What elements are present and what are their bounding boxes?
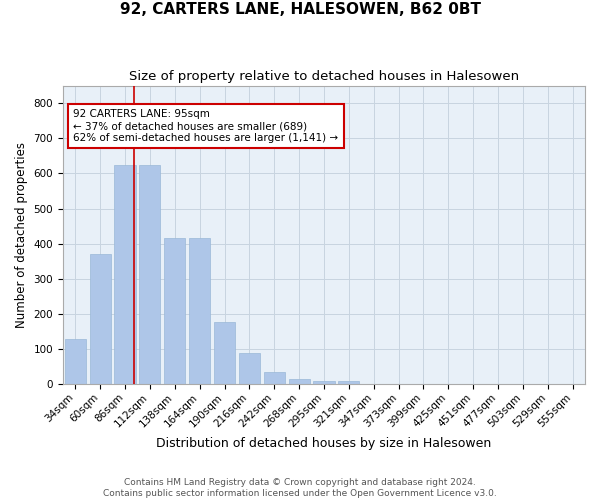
Text: 92 CARTERS LANE: 95sqm
← 37% of detached houses are smaller (689)
62% of semi-de: 92 CARTERS LANE: 95sqm ← 37% of detached… [73, 110, 338, 142]
Bar [263, 372, 285, 384]
Y-axis label: Number of detached properties: Number of detached properties [15, 142, 28, 328]
Bar [89, 254, 111, 384]
Title: Size of property relative to detached houses in Halesowen: Size of property relative to detached ho… [129, 70, 519, 83]
Bar [139, 166, 160, 384]
Bar [164, 238, 185, 384]
Bar [214, 322, 235, 384]
Bar [289, 379, 310, 384]
Bar [189, 238, 210, 384]
Text: Contains HM Land Registry data © Crown copyright and database right 2024.
Contai: Contains HM Land Registry data © Crown c… [103, 478, 497, 498]
Text: 92, CARTERS LANE, HALESOWEN, B62 0BT: 92, CARTERS LANE, HALESOWEN, B62 0BT [119, 2, 481, 18]
X-axis label: Distribution of detached houses by size in Halesowen: Distribution of detached houses by size … [157, 437, 491, 450]
Bar [239, 354, 260, 384]
Bar [115, 166, 136, 384]
Bar [65, 339, 86, 384]
Bar [313, 380, 335, 384]
Bar [338, 380, 359, 384]
